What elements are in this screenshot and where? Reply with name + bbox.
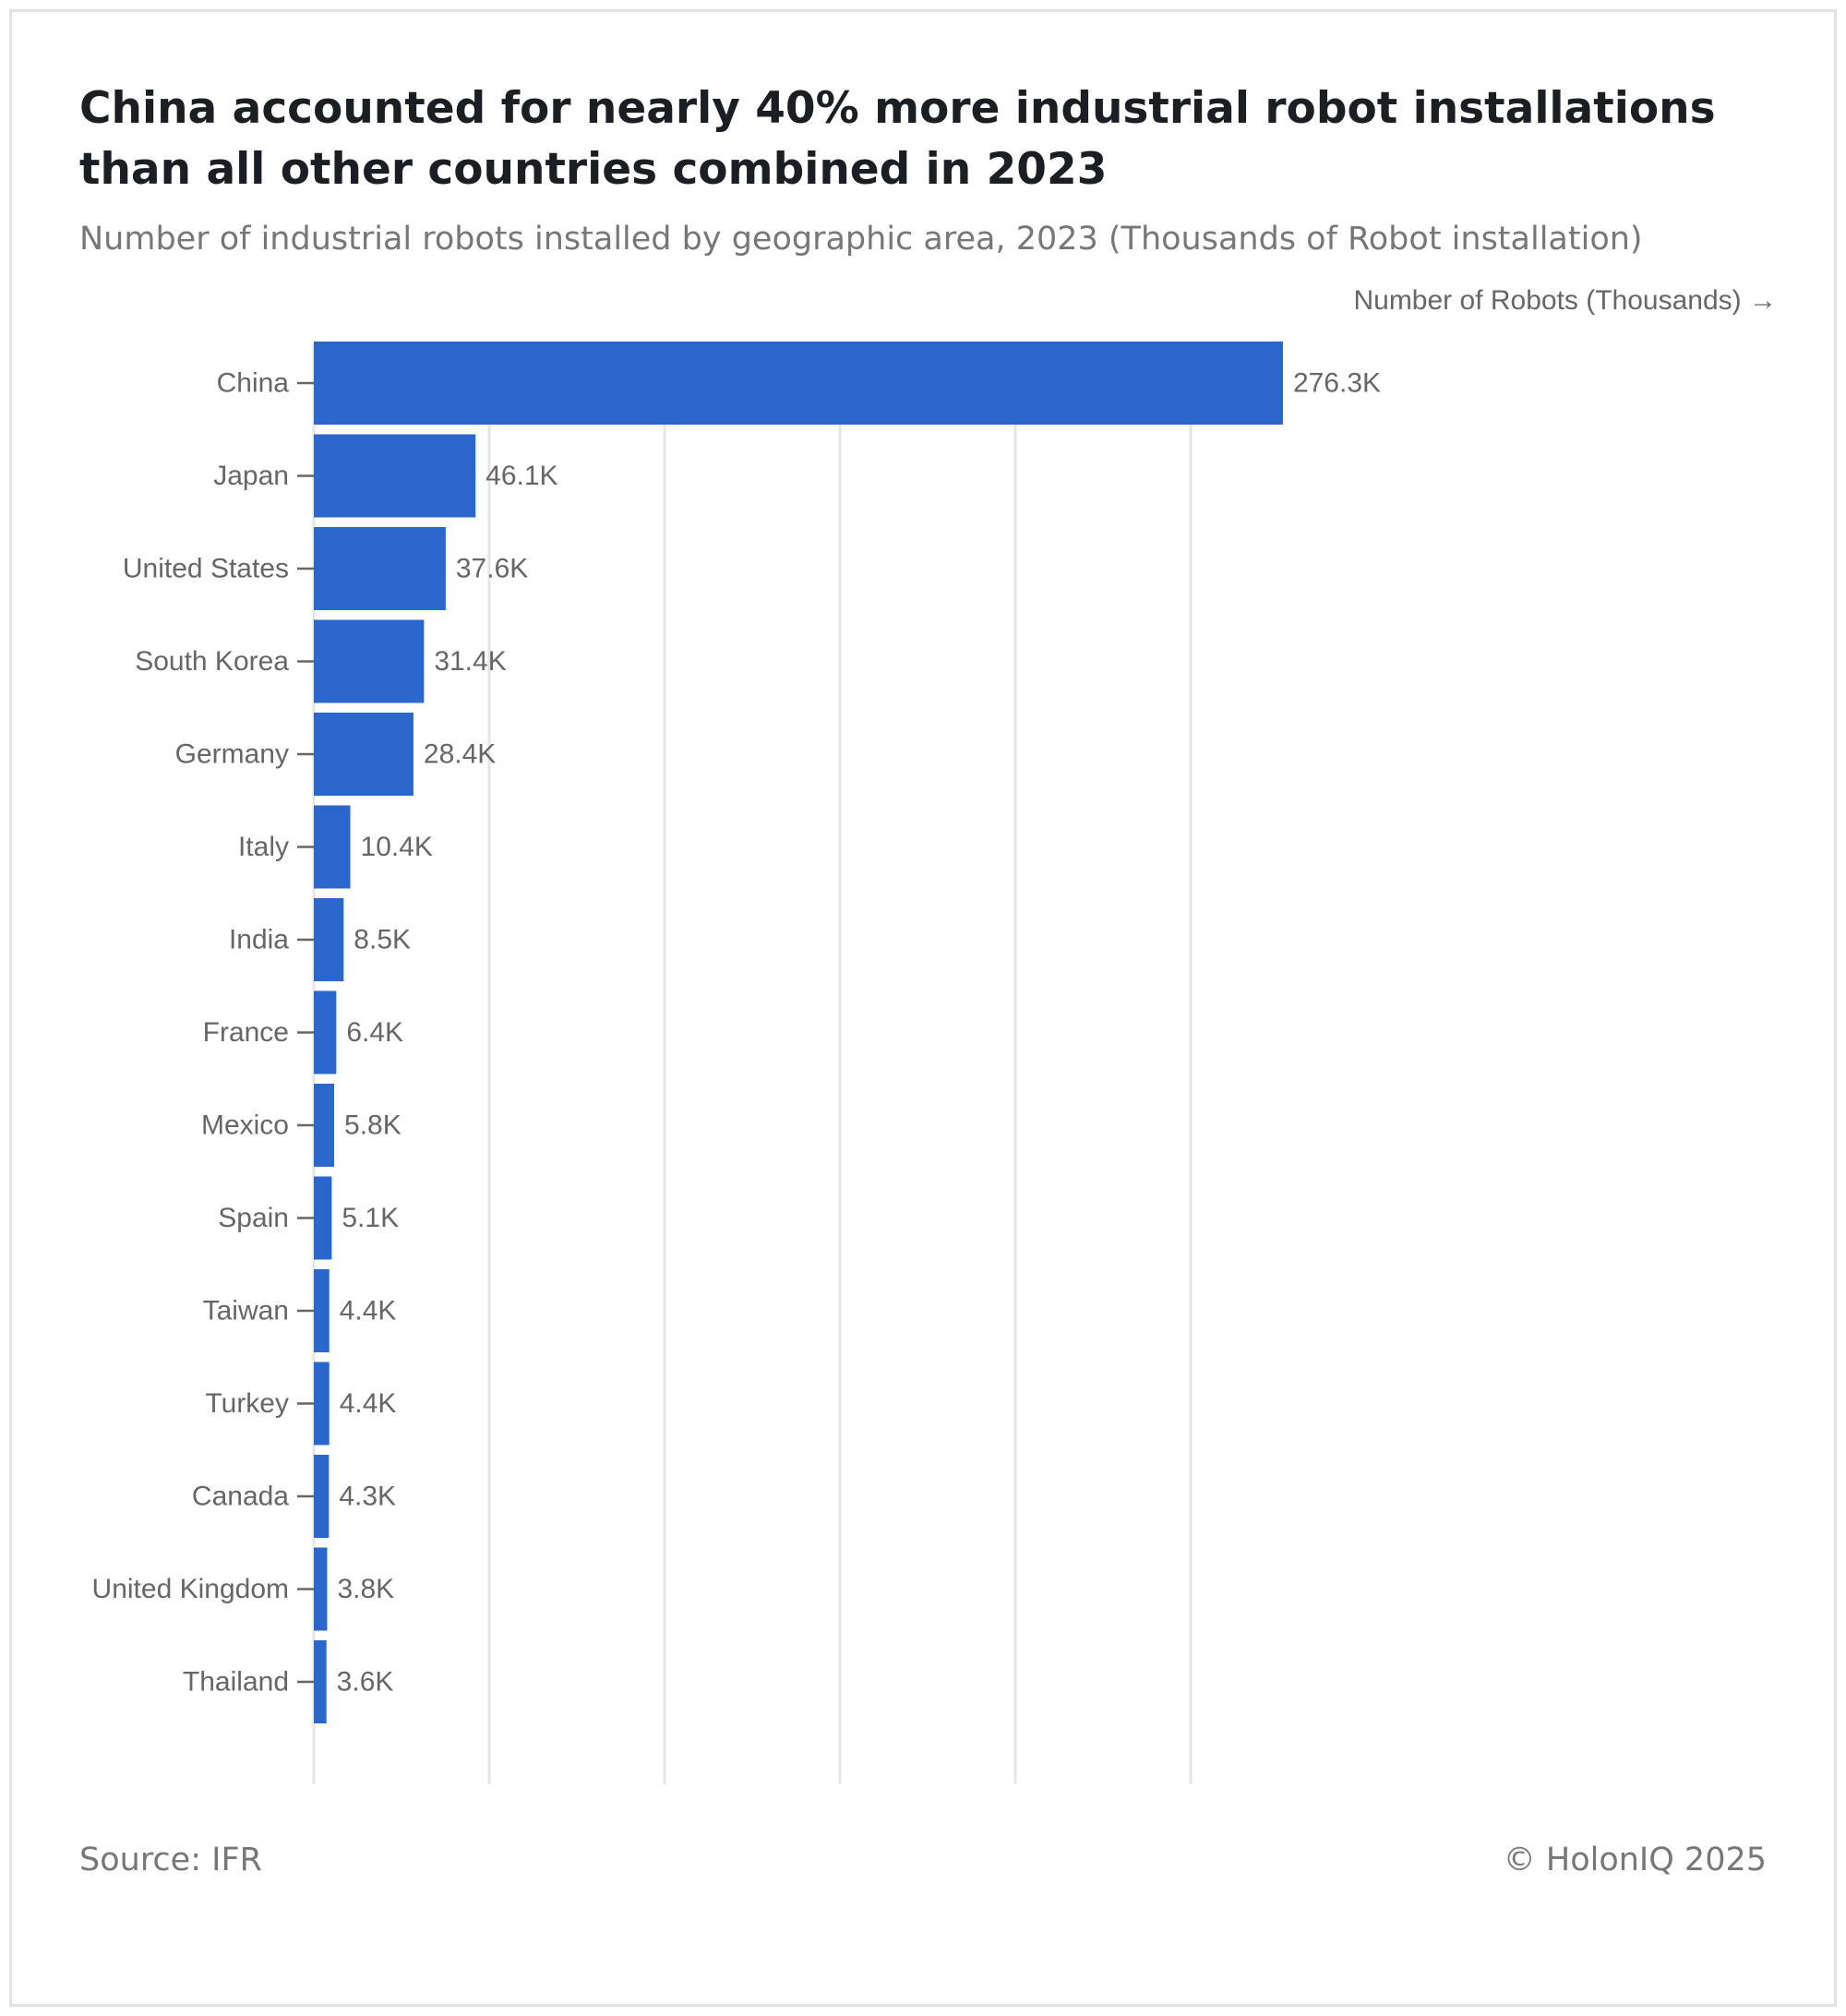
category-label: Italy xyxy=(238,832,289,862)
value-label: 10.4K xyxy=(361,832,433,862)
category-label: Japan xyxy=(213,461,289,491)
value-label: 3.8K xyxy=(337,1574,394,1604)
bar-chart: Number of Robots (Thousands) → China Japa… xyxy=(92,285,1777,1784)
category-label: Turkey xyxy=(205,1388,289,1419)
category-label: India xyxy=(229,925,289,955)
bar-france xyxy=(314,990,337,1074)
bar-thailand xyxy=(314,1640,327,1723)
chart-card: China accounted for nearly 40% more indu… xyxy=(9,9,1837,2007)
bar-canada xyxy=(314,1455,330,1538)
bar-china xyxy=(314,342,1283,425)
value-label: 31.4K xyxy=(434,646,506,677)
value-label: 3.6K xyxy=(337,1667,394,1698)
category-labels: China Japan United States South Korea German… xyxy=(92,368,314,1698)
category-label: Germany xyxy=(175,739,289,770)
category-label: Thailand xyxy=(183,1667,289,1698)
category-label: China xyxy=(217,368,290,399)
bar-mexico xyxy=(314,1084,335,1167)
bar-south-korea xyxy=(314,619,425,703)
category-label: Mexico xyxy=(201,1110,289,1141)
value-label: 4.4K xyxy=(340,1388,397,1419)
category-label: Canada xyxy=(192,1482,289,1512)
bar-united-states xyxy=(314,527,446,610)
bar-italy xyxy=(314,805,351,889)
copyright-note: © HolonIQ 2025 xyxy=(1503,1842,1767,1878)
value-label: 28.4K xyxy=(424,739,496,770)
source-note: Source: IFR xyxy=(79,1842,262,1878)
bar-japan xyxy=(314,434,476,518)
value-label: 8.5K xyxy=(354,925,411,955)
category-label: France xyxy=(203,1017,289,1048)
chart-title: China accounted for nearly 40% more indu… xyxy=(79,83,1716,195)
value-label: 276.3K xyxy=(1293,368,1381,399)
bar-germany xyxy=(314,713,414,796)
value-label: 37.6K xyxy=(456,554,528,584)
x-axis-title: Number of Robots (Thousands) → xyxy=(1353,285,1777,316)
value-label: 5.1K xyxy=(342,1203,399,1233)
chart-subtitle: Number of industrial robots installed by… xyxy=(79,221,1643,258)
value-label: 46.1K xyxy=(485,461,557,491)
category-label: Taiwan xyxy=(203,1296,289,1326)
category-label: South Korea xyxy=(135,646,289,677)
bars xyxy=(314,342,1283,1723)
category-label: Spain xyxy=(218,1203,289,1233)
value-labels: 276.3K 46.1K 37.6K 31.4K 28.4K 10.4K 8.5K 6.4K 5… xyxy=(337,368,1381,1698)
value-label: 6.4K xyxy=(346,1017,403,1048)
bar-turkey xyxy=(314,1362,330,1446)
bar-india xyxy=(314,898,344,981)
bar-taiwan xyxy=(314,1269,330,1352)
value-label: 4.4K xyxy=(340,1296,397,1326)
value-label: 5.8K xyxy=(344,1110,402,1141)
category-label: United States xyxy=(123,554,289,584)
category-label: United Kingdom xyxy=(92,1574,289,1604)
bar-spain xyxy=(314,1176,332,1260)
value-label: 4.3K xyxy=(339,1482,396,1512)
bar-united-kingdom xyxy=(314,1547,328,1631)
